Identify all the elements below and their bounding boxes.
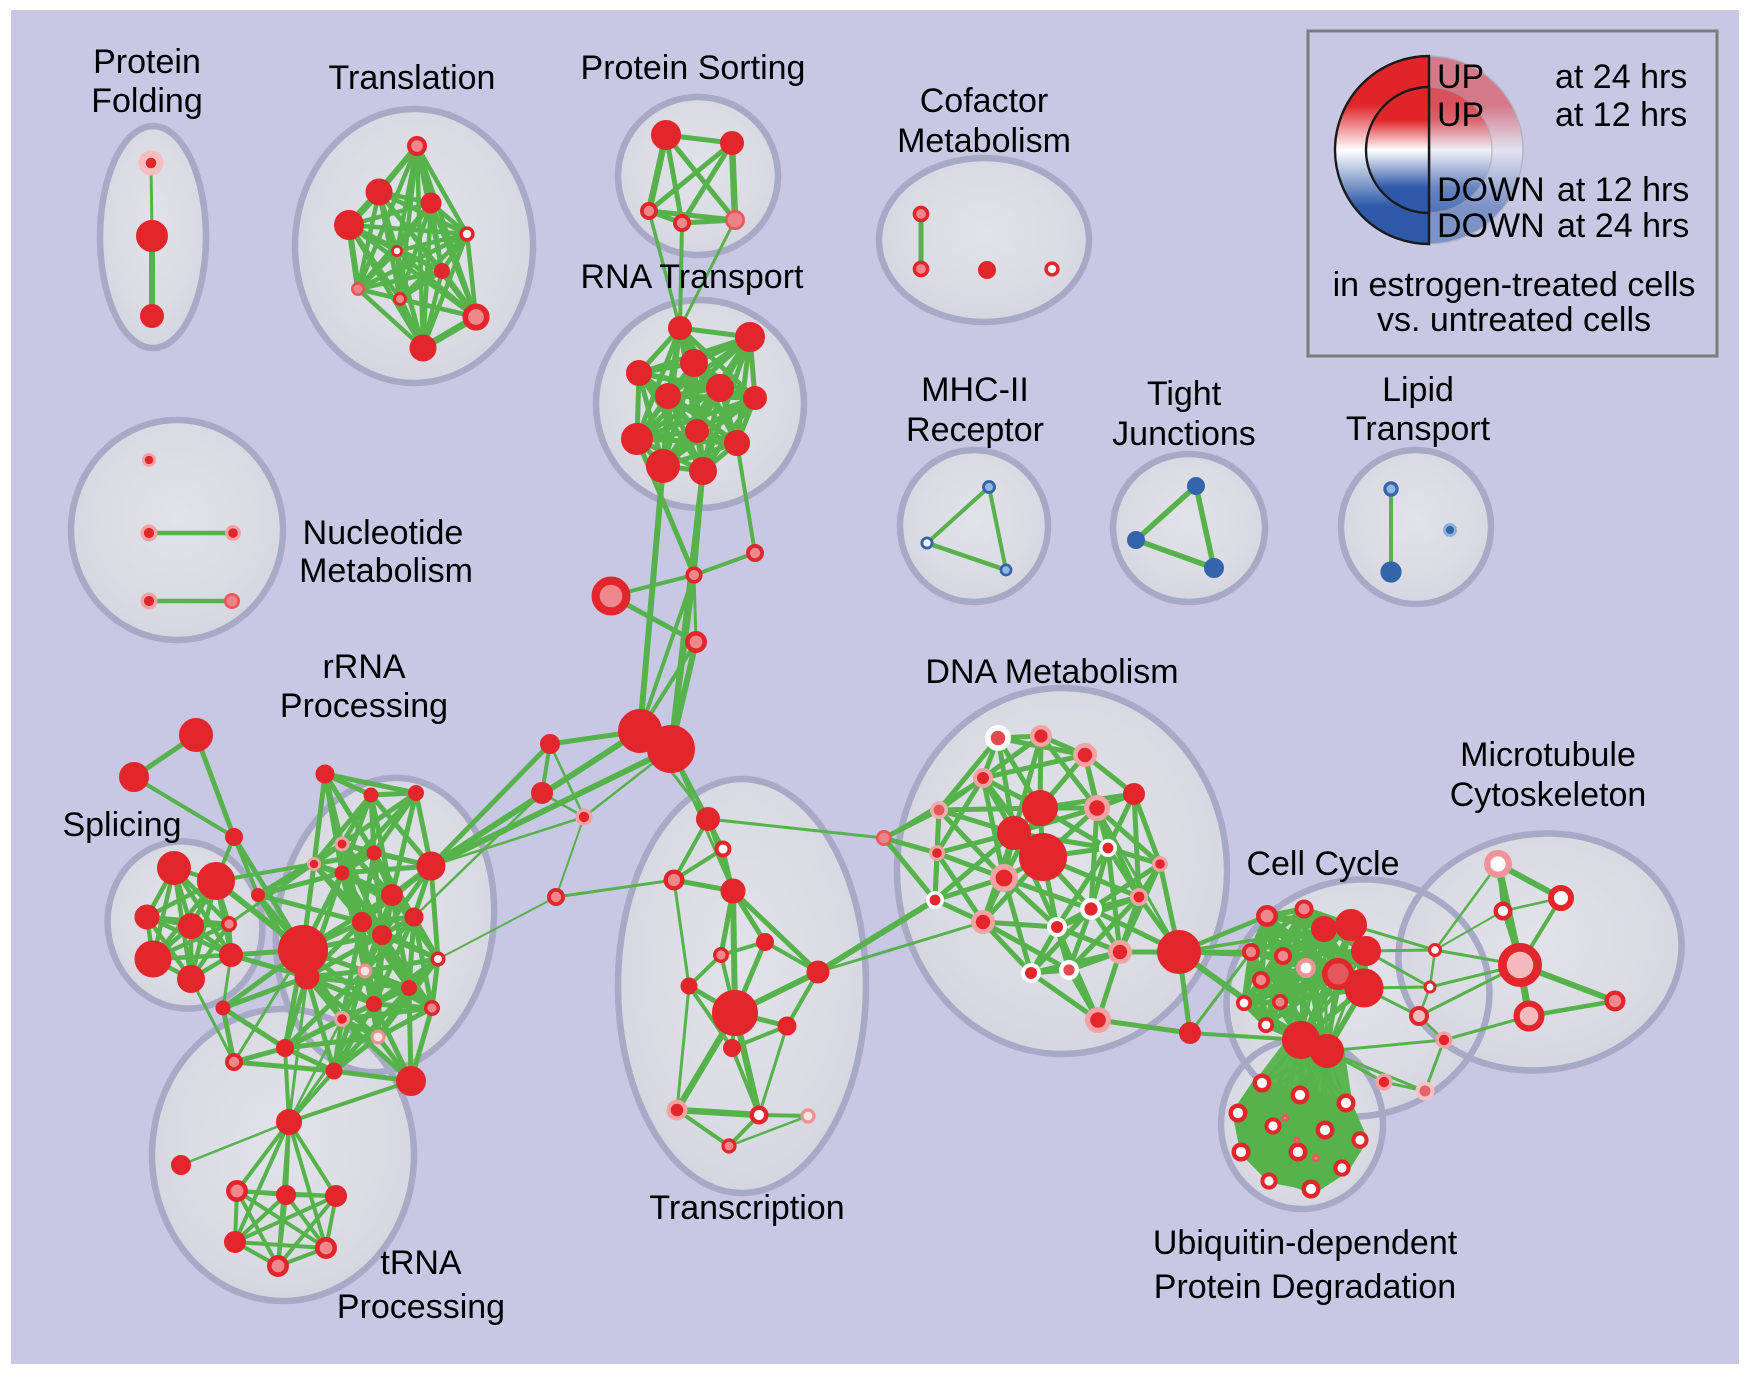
svg-text:Cell Cycle: Cell Cycle [1246,845,1399,883]
svg-text:Receptor: Receptor [906,411,1044,449]
svg-text:vs. untreated cells: vs. untreated cells [1377,301,1651,339]
svg-text:Processing: Processing [337,1288,505,1326]
svg-text:DOWN: DOWN [1437,171,1545,209]
svg-text:tRNA: tRNA [380,1244,462,1282]
svg-text:Translation: Translation [329,59,496,97]
svg-text:MHC-II: MHC-II [921,371,1029,409]
svg-text:at 12 hrs: at 12 hrs [1555,96,1687,134]
svg-text:Protein: Protein [93,43,201,81]
svg-text:Protein Degradation: Protein Degradation [1154,1268,1456,1306]
svg-text:Folding: Folding [91,82,203,120]
svg-text:at 24 hrs: at 24 hrs [1557,207,1689,245]
svg-text:Splicing: Splicing [62,806,181,844]
svg-text:UP: UP [1437,58,1484,96]
svg-text:Junctions: Junctions [1112,415,1256,453]
svg-text:UP: UP [1437,96,1484,134]
svg-text:Ubiquitin-dependent: Ubiquitin-dependent [1153,1224,1458,1262]
svg-text:DOWN: DOWN [1437,207,1545,245]
svg-text:Cytoskeleton: Cytoskeleton [1450,776,1647,814]
svg-text:DNA Metabolism: DNA Metabolism [925,653,1178,691]
svg-text:Transport: Transport [1346,410,1491,448]
svg-text:Lipid: Lipid [1382,371,1454,409]
svg-text:Protein Sorting: Protein Sorting [581,49,806,87]
svg-text:Transcription: Transcription [649,1189,844,1227]
svg-text:Cofactor: Cofactor [920,82,1049,120]
svg-text:rRNA: rRNA [322,648,405,686]
svg-text:RNA Transport: RNA Transport [581,258,805,296]
svg-text:Nucleotide: Nucleotide [303,514,464,552]
svg-text:at 24 hrs: at 24 hrs [1555,58,1687,96]
svg-text:Metabolism: Metabolism [299,552,473,590]
svg-text:Processing: Processing [280,687,448,725]
svg-text:Tight: Tight [1147,375,1222,413]
svg-text:Microtubule: Microtubule [1460,736,1636,774]
svg-text:in estrogen-treated cells: in estrogen-treated cells [1333,266,1696,304]
svg-text:at 12 hrs: at 12 hrs [1557,171,1689,209]
svg-text:Metabolism: Metabolism [897,122,1071,160]
